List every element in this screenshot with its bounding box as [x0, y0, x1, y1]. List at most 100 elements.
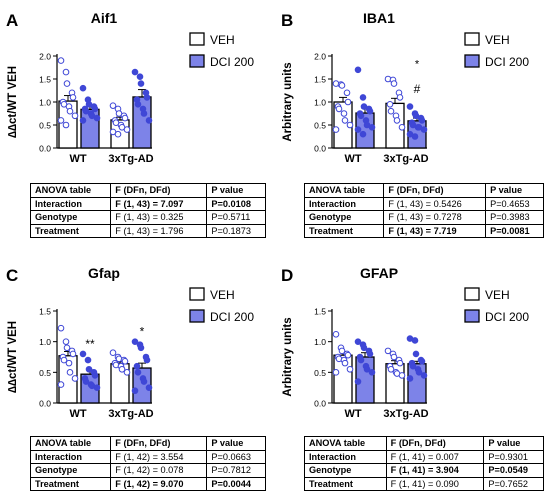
legend-swatch-dci — [464, 54, 480, 68]
table-header-effect: ANOVA table — [30, 436, 112, 451]
table-cell-f: F (1, 41) = 0.007 — [386, 450, 485, 464]
data-point — [82, 378, 90, 385]
data-point — [63, 80, 71, 87]
table-cell-effect: Interaction — [30, 197, 112, 211]
table-cell-f: F (1, 41) = 3.904 — [386, 463, 485, 478]
data-point — [62, 338, 70, 345]
data-point — [354, 126, 362, 133]
chart-title: IBA1 — [363, 10, 395, 26]
table-cell-effect: Genotype — [30, 463, 112, 478]
bar-chart-aif1: A Aif1 ∆∆ct/WT VEH 0.0 0.5 1.0 1.5 2.0 WT 3xTg-AD… — [6, 10, 254, 165]
y-tick-label: 0.0 — [39, 399, 51, 409]
table-cell-f: F (1, 42) = 0.078 — [110, 463, 208, 478]
legend-swatch-dci — [464, 309, 480, 323]
data-point — [346, 121, 354, 129]
data-point — [360, 344, 368, 352]
panel-b: B IBA1 Arbitrary units 0.0 0.5 1.0 1.5 2.0 * # WT 3… — [275, 0, 550, 250]
data-point — [137, 80, 145, 87]
table-cell-effect: Treatment — [304, 477, 387, 491]
data-point — [140, 110, 148, 117]
y-tick-label: 1.0 — [39, 337, 51, 347]
legend-label: DCI 200 — [210, 55, 254, 69]
table-header-p: P value — [206, 183, 266, 198]
data-point — [57, 57, 65, 64]
legend-label: DCI 200 — [210, 310, 254, 324]
table-header-f: F (DFn, DFd) — [386, 436, 485, 451]
data-point — [109, 349, 117, 357]
data-point — [406, 103, 414, 110]
y-tick-label: 1.5 — [314, 75, 326, 85]
y-tick-label: 1.5 — [314, 307, 326, 317]
data-point — [354, 338, 362, 345]
table-cell-effect: Treatment — [304, 224, 385, 238]
data-point — [418, 357, 426, 365]
x-group-label: 3xTg-AD — [383, 153, 428, 165]
data-point — [406, 375, 414, 382]
data-point — [79, 350, 87, 358]
data-point — [335, 105, 343, 113]
data-point — [85, 365, 93, 373]
table-cell-effect: Genotype — [304, 463, 387, 478]
data-point — [133, 362, 141, 370]
table-header-effect: ANOVA table — [304, 436, 387, 451]
data-point — [71, 375, 79, 382]
legend-label: DCI 200 — [485, 310, 529, 324]
table-cell-p: P=0.3983 — [485, 210, 544, 225]
table-cell-effect: Interaction — [304, 197, 385, 211]
data-point — [137, 344, 145, 352]
data-point — [79, 84, 87, 92]
data-point — [357, 112, 365, 120]
significance-star: * — [140, 325, 145, 339]
x-group-label: 3xTg-AD — [108, 408, 153, 420]
data-point — [109, 102, 117, 109]
legend-label: VEH — [210, 288, 235, 302]
data-point — [344, 351, 352, 359]
data-point — [62, 68, 70, 76]
data-point — [123, 369, 131, 376]
data-point — [131, 387, 139, 395]
y-axis-label: ∆∆ct/WT VEH — [7, 66, 19, 138]
data-point — [411, 337, 419, 344]
data-point — [57, 117, 65, 124]
data-point — [114, 130, 122, 138]
table-cell-effect: Genotype — [30, 210, 112, 225]
chart-title: GFAP — [360, 265, 398, 281]
data-point — [368, 369, 376, 376]
significance-star: * — [415, 59, 420, 71]
anova-table-c: ANOVA table F (DFn, DFd) P value Interac… — [30, 436, 266, 491]
y-tick-label: 1.0 — [314, 98, 326, 108]
y-tick-label: 2.0 — [314, 52, 326, 62]
table-cell-p: P=0.0108 — [206, 197, 266, 211]
data-point — [91, 372, 99, 379]
data-point — [398, 372, 406, 379]
legend-swatch-veh — [464, 32, 480, 46]
data-point — [415, 369, 423, 376]
chart-title: Gfap — [88, 265, 120, 281]
table-header-p: P value — [483, 436, 544, 451]
table-cell-p: P=0.0663 — [206, 450, 266, 464]
panel-c: C Gfap ∆∆ct/WT VEH 0.0 0.5 1.0 1.5 ** * WT 3xTg-AD… — [0, 255, 275, 500]
data-point — [418, 117, 426, 124]
table-cell-p: P=0.7652 — [488, 478, 529, 489]
y-axis-label: Arbitrary units — [282, 317, 294, 396]
data-point — [338, 82, 346, 89]
data-point — [69, 94, 77, 101]
y-tick-label: 0.5 — [314, 121, 326, 131]
data-point — [123, 126, 131, 133]
panel-letter: D — [281, 266, 293, 285]
data-point — [93, 384, 101, 391]
y-axis-label: Arbitrary units — [282, 62, 294, 141]
y-tick-label: 0.5 — [39, 121, 51, 131]
data-point — [71, 112, 79, 120]
anova-table-a: ANOVA table F (DFn, DFd) P value Interac… — [30, 183, 266, 238]
legend-swatch-veh — [189, 287, 205, 301]
table-cell-p: P=0.0549 — [483, 463, 544, 478]
x-group-label: WT — [344, 408, 361, 420]
data-point — [354, 378, 362, 385]
table-cell-f: F (1, 42) = 3.554 — [110, 450, 208, 464]
anova-table-b: ANOVA table F (DFn, DFd) P value Interac… — [304, 183, 544, 238]
y-axis-label: ∆∆ct/WT VEH — [7, 321, 19, 393]
data-point — [357, 356, 365, 364]
legend-swatch-veh — [189, 32, 205, 46]
data-point — [409, 362, 417, 370]
